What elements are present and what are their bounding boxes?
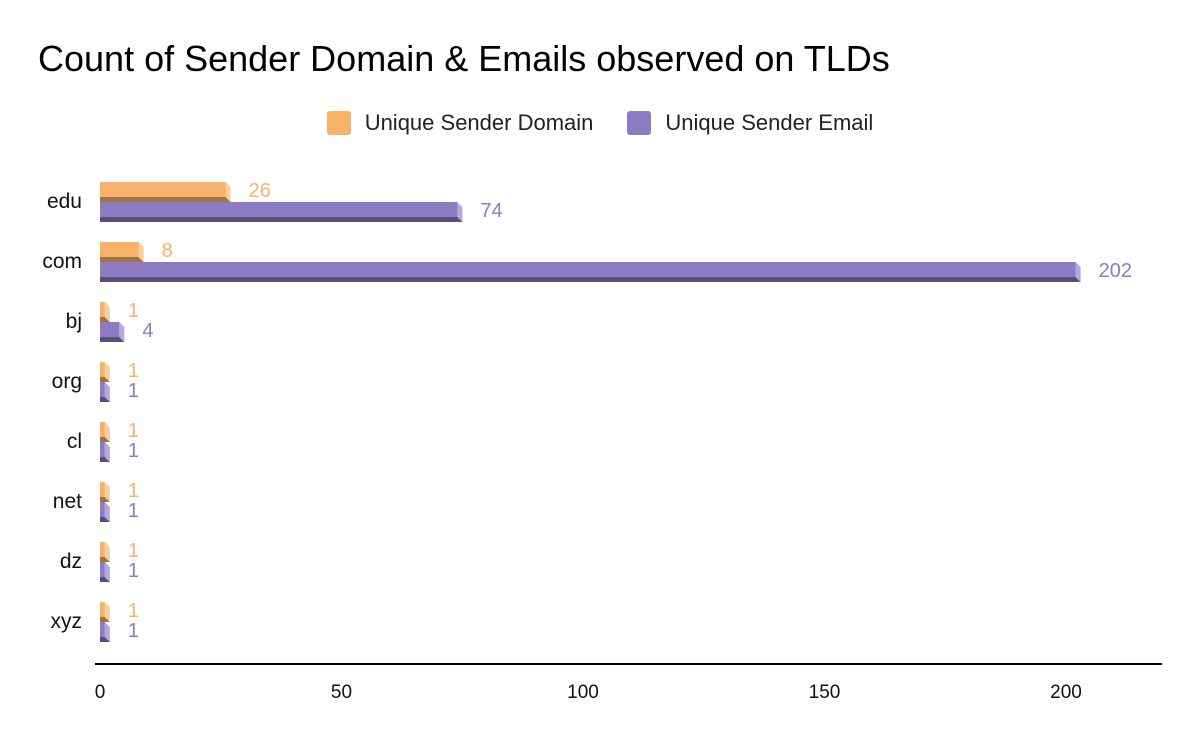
legend-item-domain[interactable]: Unique Sender Domain <box>326 110 594 136</box>
legend-label-domain: Unique Sender Domain <box>364 110 594 135</box>
bar-edu-unique-sender-email <box>100 202 458 217</box>
value-label-dz-1: 1 <box>128 560 139 582</box>
bar-net-unique-sender-domain <box>100 482 105 497</box>
bar-dz-unique-sender-email <box>100 562 105 577</box>
x-tick-label-100: 100 <box>567 682 599 703</box>
bar-cl-unique-sender-email <box>100 442 105 457</box>
value-label-org-1: 1 <box>128 380 139 402</box>
bar-depth-cl-1 <box>100 457 110 462</box>
bar-xyz-unique-sender-email <box>100 622 105 637</box>
bar-bj-unique-sender-email <box>100 322 120 337</box>
value-label-xyz-1: 1 <box>128 620 139 642</box>
bar-depth-com-1 <box>100 277 1081 282</box>
bar-bj-unique-sender-domain <box>100 302 105 317</box>
value-label-cl-1: 1 <box>128 440 139 462</box>
bar-side-cl-0 <box>104 422 110 442</box>
bar-depth-net-0 <box>100 497 110 502</box>
bar-depth-com-0 <box>100 257 144 262</box>
value-label-dz-0: 1 <box>128 540 139 562</box>
bar-side-com-0 <box>138 242 144 262</box>
category-label-net: net <box>53 490 82 513</box>
bar-depth-edu-1 <box>100 217 463 222</box>
value-label-com-0: 8 <box>162 240 173 262</box>
bar-depth-dz-1 <box>100 577 110 582</box>
chart-title: Count of Sender Domain & Emails observed… <box>38 38 890 79</box>
legend-swatch-email <box>627 111 652 135</box>
bar-side-bj-0 <box>104 302 110 322</box>
legend-label-email: Unique Sender Email <box>665 110 874 135</box>
bar-side-dz-1 <box>104 562 110 582</box>
bar-net-unique-sender-email <box>100 502 105 517</box>
bar-side-com-1 <box>1075 262 1081 282</box>
category-label-dz: dz <box>60 550 82 573</box>
value-label-xyz-0: 1 <box>128 600 139 622</box>
bar-depth-xyz-0 <box>100 617 110 622</box>
bar-org-unique-sender-email <box>100 382 105 397</box>
bar-depth-org-0 <box>100 377 110 382</box>
bar-side-net-1 <box>104 502 110 522</box>
bar-side-net-0 <box>104 482 110 502</box>
category-label-org: org <box>52 370 82 393</box>
bar-side-cl-1 <box>104 442 110 462</box>
bar-side-bj-1 <box>119 322 125 342</box>
bar-side-edu-1 <box>457 202 463 222</box>
bar-side-xyz-0 <box>104 602 110 622</box>
category-label-com: com <box>42 250 82 273</box>
value-label-org-0: 1 <box>128 360 139 382</box>
bar-side-org-1 <box>104 382 110 402</box>
value-label-edu-0: 26 <box>249 180 271 202</box>
category-label-cl: cl <box>67 430 82 453</box>
bar-com-unique-sender-email <box>100 262 1076 277</box>
bar-depth-cl-0 <box>100 437 110 442</box>
bar-com-unique-sender-domain <box>100 242 139 257</box>
legend-swatch-domain <box>326 111 351 135</box>
bar-xyz-unique-sender-domain <box>100 602 105 617</box>
legend-item-email[interactable]: Unique Sender Email <box>627 110 873 136</box>
value-label-edu-1: 74 <box>480 200 502 222</box>
value-label-com-1: 202 <box>1099 260 1132 282</box>
bar-side-org-0 <box>104 362 110 382</box>
bar-depth-bj-0 <box>100 317 110 322</box>
bar-cl-unique-sender-domain <box>100 422 105 437</box>
bar-org-unique-sender-domain <box>100 362 105 377</box>
x-tick-label-200: 200 <box>1050 682 1082 703</box>
bar-depth-net-1 <box>100 517 110 522</box>
value-label-bj-0: 1 <box>128 300 139 322</box>
value-label-bj-1: 4 <box>142 320 153 342</box>
bar-side-dz-0 <box>104 542 110 562</box>
bar-depth-dz-0 <box>100 557 110 562</box>
value-label-cl-0: 1 <box>128 420 139 442</box>
bar-depth-org-1 <box>100 397 110 402</box>
bar-edu-unique-sender-domain <box>100 182 226 197</box>
value-label-net-0: 1 <box>128 480 139 502</box>
bar-depth-bj-1 <box>100 337 125 342</box>
x-tick-label-0: 0 <box>95 682 106 703</box>
value-label-net-1: 1 <box>128 500 139 522</box>
category-label-bj: bj <box>66 310 82 333</box>
x-tick-label-150: 150 <box>809 682 841 703</box>
bar-side-xyz-1 <box>104 622 110 642</box>
bar-depth-xyz-1 <box>100 637 110 642</box>
category-label-xyz: xyz <box>51 610 83 633</box>
legend: Unique Sender Domain Unique Sender Email <box>0 110 1200 136</box>
category-label-edu: edu <box>47 190 82 213</box>
bar-depth-edu-0 <box>100 197 231 202</box>
bar-side-edu-0 <box>225 182 231 202</box>
x-tick-label-50: 50 <box>331 682 352 703</box>
bar-dz-unique-sender-domain <box>100 542 105 557</box>
